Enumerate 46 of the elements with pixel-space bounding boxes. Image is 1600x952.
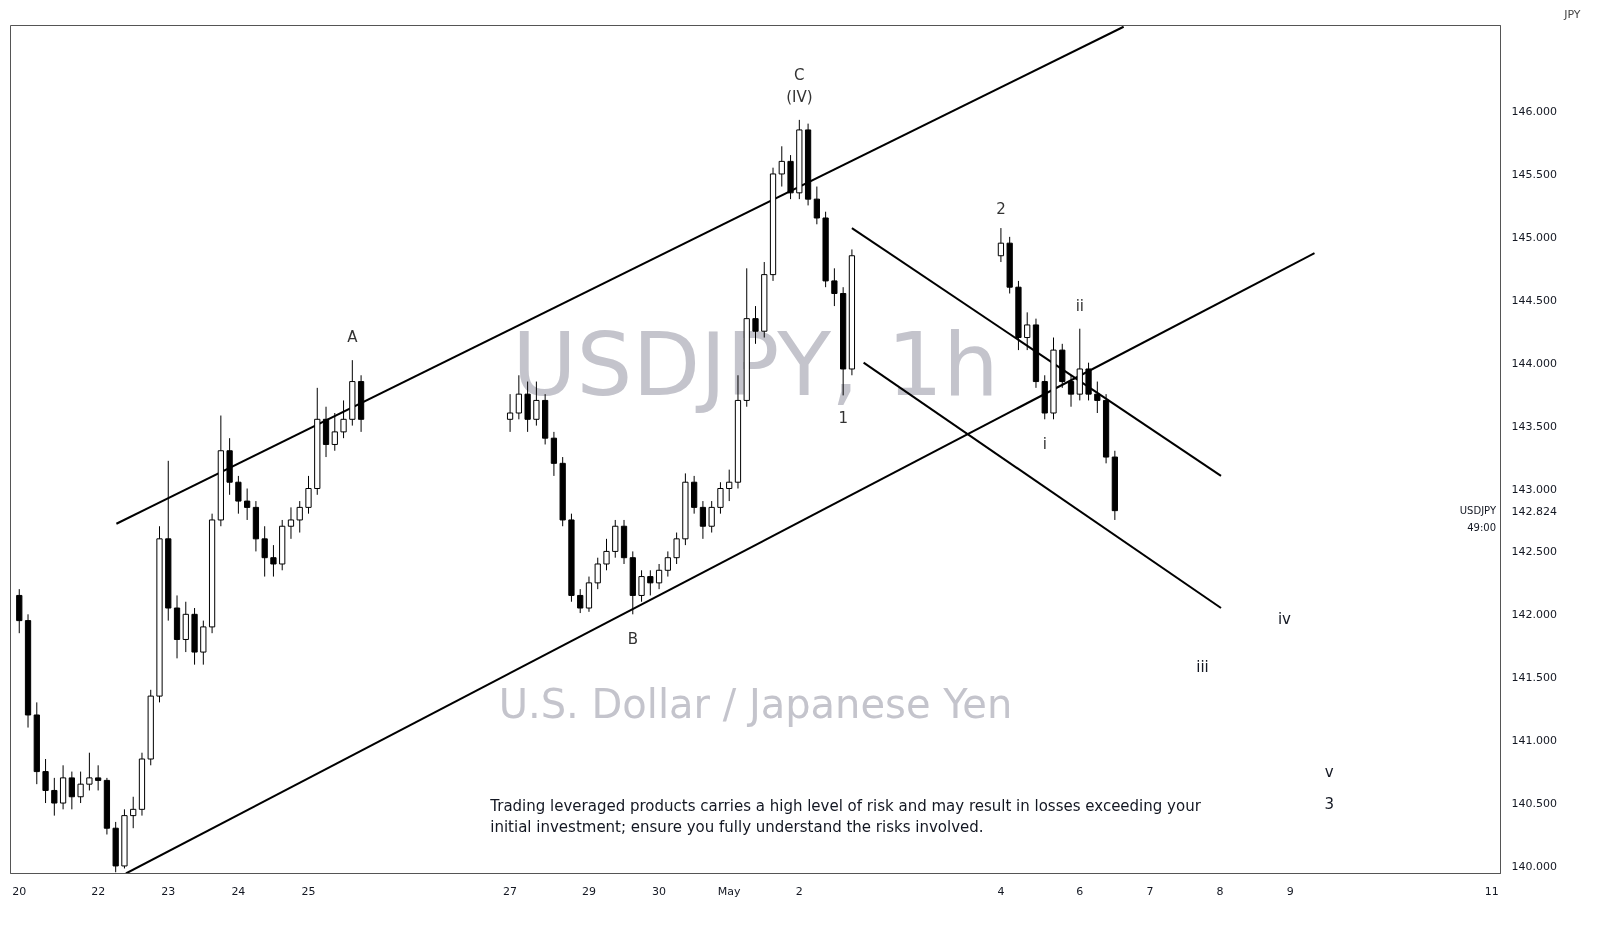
annotation: v [1324, 762, 1334, 781]
annotation: Trading leveraged products carries a high level of risk and may result in losses exceeding your initial investment; ensure you fully understand the risks involved. [489, 796, 1202, 837]
x-tick-label: 8 [1216, 884, 1224, 898]
y-axis-title: JPY [1563, 7, 1581, 21]
y-tick-label: 142.500 [1511, 545, 1557, 559]
x-tick-label: 7 [1146, 884, 1154, 898]
y-tick-label: 142.824 [1511, 504, 1557, 518]
annotation: 2 [996, 200, 1006, 219]
annotation: ii [1075, 296, 1084, 315]
annotation: USDJPY [1459, 505, 1497, 517]
x-tick-label: 6 [1076, 884, 1084, 898]
annotation: (IV) [786, 87, 813, 106]
x-tick-label: 2 [795, 884, 803, 898]
y-tick-label: 140.000 [1511, 859, 1557, 873]
y-tick-label: 144.500 [1511, 293, 1557, 307]
annotation: 49:00 [1467, 522, 1497, 534]
y-tick-label: 140.500 [1511, 797, 1557, 811]
annotation: i [1042, 435, 1047, 454]
annotation: iv [1277, 610, 1292, 629]
x-tick-label: 20 [12, 884, 27, 898]
y-tick-label: 141.500 [1511, 671, 1557, 685]
x-tick-label: 23 [161, 884, 176, 898]
annotation: B [627, 630, 638, 649]
x-tick-label: 9 [1286, 884, 1294, 898]
x-tick-label: 24 [231, 884, 246, 898]
annotation: 3 [1324, 795, 1334, 814]
x-tick-label: 4 [997, 884, 1005, 898]
y-tick-label: 145.500 [1511, 167, 1557, 181]
x-tick-label: 27 [503, 884, 518, 898]
annotation: A [347, 328, 359, 347]
y-tick-label: 143.500 [1511, 419, 1557, 433]
x-tick-label: May [717, 884, 742, 898]
y-tick-label: 146.000 [1511, 105, 1557, 119]
y-tick-label: 141.000 [1511, 734, 1557, 748]
x-tick-label: 22 [91, 884, 106, 898]
annotation: C [794, 65, 805, 84]
text: U.S. Dollar / Japanese Yen [498, 680, 1013, 727]
x-tick-label: 29 [581, 884, 596, 898]
y-tick-label: 145.000 [1511, 230, 1557, 244]
annotation: iii [1196, 658, 1209, 677]
x-tick-label: 25 [301, 884, 316, 898]
x-tick-label: 30 [652, 884, 667, 898]
y-tick-label: 144.000 [1511, 356, 1557, 370]
x-tick-label: 11 [1484, 884, 1499, 898]
y-tick-label: 143.000 [1511, 482, 1557, 496]
y-tick-label: 142.000 [1511, 608, 1557, 622]
